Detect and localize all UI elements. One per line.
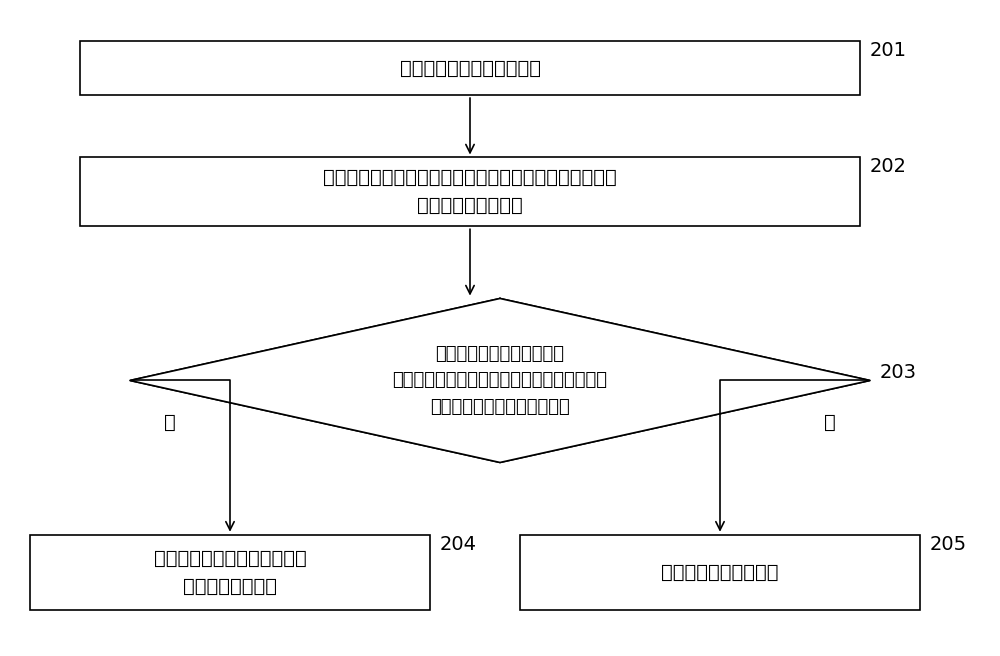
Text: 否: 否 — [824, 413, 836, 432]
Bar — [80, 41, 860, 95]
Text: 203: 203 — [880, 363, 917, 382]
Bar — [30, 535, 430, 610]
Text: 205: 205 — [930, 535, 967, 554]
Text: 移动终端切换至该目标指纹信
息匹配的操作系统: 移动终端切换至该目标指纹信 息匹配的操作系统 — [154, 549, 306, 596]
Bar — [80, 157, 860, 226]
Text: 移动终端判断目标指纹信息
是否与用于解锁移动终端的若干预设指纹信息
中的任一预设指纹信息相匹配: 移动终端判断目标指纹信息 是否与用于解锁移动终端的若干预设指纹信息 中的任一预设… — [392, 345, 608, 416]
Text: 201: 201 — [870, 41, 907, 60]
Text: 204: 204 — [440, 535, 477, 554]
Text: 移动终端通过指纹识别装置监测指纹输入区域上的指纹，
以获得目标指纹信息: 移动终端通过指纹识别装置监测指纹输入区域上的指纹， 以获得目标指纹信息 — [323, 169, 617, 215]
Text: 移动终端进入自锁状态: 移动终端进入自锁状态 — [661, 563, 779, 582]
Text: 202: 202 — [870, 157, 907, 176]
Polygon shape — [130, 298, 870, 462]
Text: 移动终端启动指纹识别装置: 移动终端启动指纹识别装置 — [400, 59, 540, 77]
Text: 是: 是 — [164, 413, 176, 432]
Bar — [520, 535, 920, 610]
